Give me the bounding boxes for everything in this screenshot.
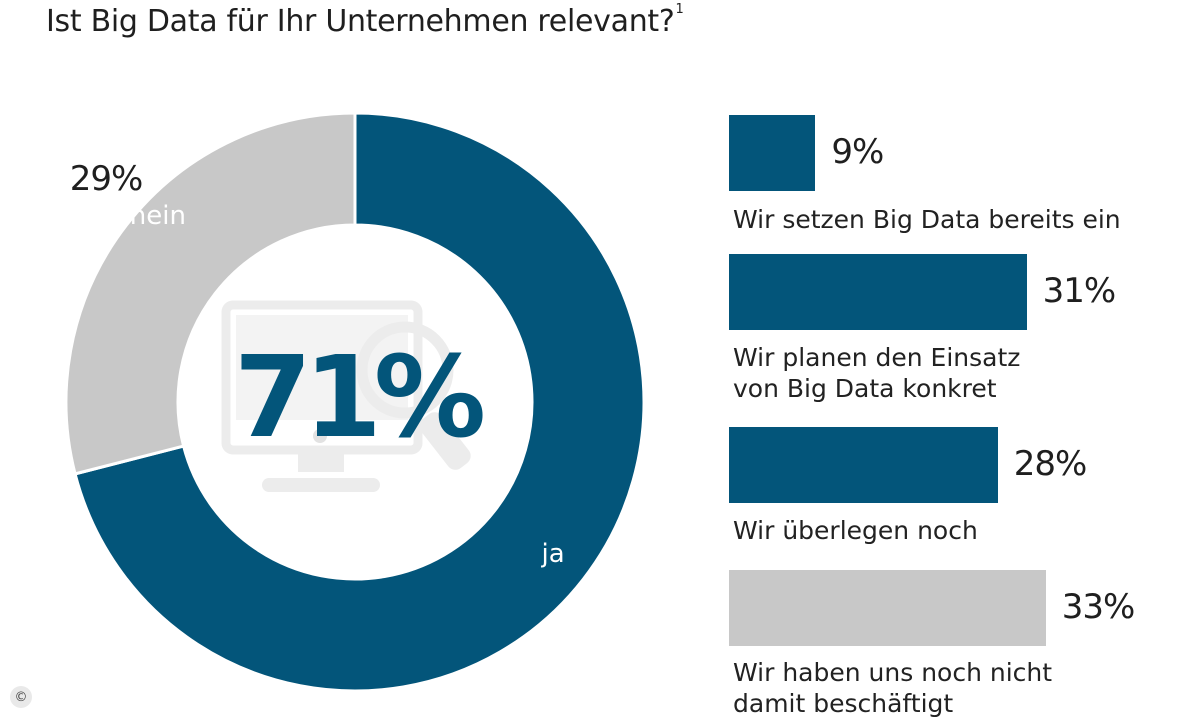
bar-value-1: 9% [831,132,884,172]
bar-value-4: 33% [1061,587,1136,627]
bar-label-line: Wir haben uns noch nicht [733,658,1053,687]
donut-slice-nein [64,111,357,476]
bar-label-line: von Big Data konkret [733,374,997,403]
copyright-icon: © [10,686,32,708]
chart-title-text: Ist Big Data für Ihr Unternehmen relevan… [46,4,675,39]
donut-slice-label-ja: ja [541,539,565,569]
bar-label-2: Wir planen den Einsatz von Big Data konkr… [733,342,1020,404]
bar-value-2: 31% [1042,271,1117,311]
donut-slice-value-nein: 29% [70,159,143,199]
bar-3 [729,427,998,503]
bar-1 [729,115,816,191]
bar-label-3: Wir überlegen noch [733,515,978,546]
bar-label-line: Wir setzen Big Data bereits ein [733,205,1121,234]
bar-2 [729,254,1027,330]
donut-slice-label-nein: nein [130,201,186,231]
bar-label-line: Wir überlegen noch [733,516,978,545]
computer-magnifier-icon [221,300,471,492]
bar-label-1: Wir setzen Big Data bereits ein [733,204,1121,235]
donut-center-value: 71% [234,333,483,463]
bar-label-4: Wir haben uns noch nicht damit beschäftig… [733,657,1052,719]
bar-4 [729,570,1046,646]
donut-slice-ja [73,111,646,693]
bar-label-line: damit beschäftigt [733,689,954,718]
title-footnote: 1 [675,2,684,17]
bar-label-line: Wir planen den Einsatz [733,343,1021,372]
chart-title: Ist Big Data für Ihr Unternehmen relevan… [46,2,684,39]
bar-value-3: 28% [1013,444,1088,484]
